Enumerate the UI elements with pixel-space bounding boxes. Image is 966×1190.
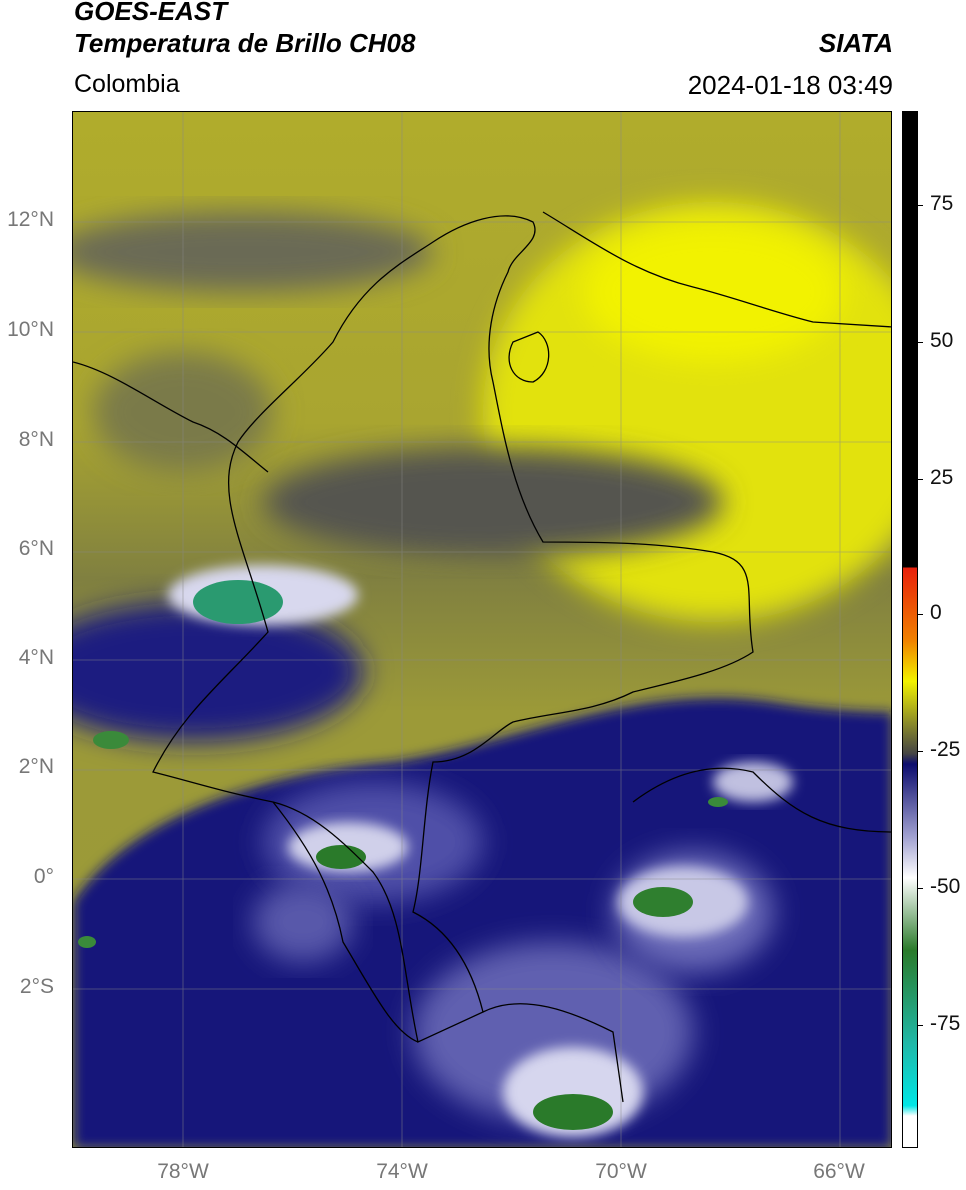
source-label: SIATA <box>818 28 893 58</box>
lon-label-66w: 66°W <box>813 1160 865 1183</box>
maracaibo-lake <box>508 331 550 383</box>
colombia-border <box>152 215 754 1043</box>
panama-coast <box>73 361 269 473</box>
title-line-1: GOES-EAST <box>74 0 228 26</box>
venezuela-brazil-border <box>632 767 891 833</box>
cold-core-1 <box>193 580 283 624</box>
cold-core-7 <box>708 797 728 807</box>
venezuela-coast <box>542 211 891 328</box>
cold-core-6 <box>78 936 96 948</box>
grey-band-north <box>73 212 433 292</box>
ecuador-peru-border <box>272 801 419 1043</box>
cold-core-5 <box>533 1094 613 1130</box>
colorbar-label: -25 <box>930 738 961 761</box>
lon-label-74w: 74°W <box>376 1160 428 1183</box>
colorbar-tick <box>917 614 923 615</box>
graticule <box>73 112 891 1147</box>
lat-label-2n: 2°N <box>18 755 54 778</box>
cold-core-2 <box>316 845 366 869</box>
cold-core-3 <box>93 731 129 749</box>
colorbar-tick <box>917 888 923 889</box>
title-line-2: Temperatura de Brillo CH08 <box>74 28 416 58</box>
lat-label-0: 0° <box>33 865 54 888</box>
colorbar-label: 25 <box>930 466 954 489</box>
colorbar-tick <box>917 205 923 206</box>
colorbar-label: -50 <box>930 875 961 898</box>
lat-label-6n: 6°N <box>18 537 54 560</box>
lat-label-2s: 2°S <box>19 975 54 998</box>
colorbar-label: -75 <box>930 1012 961 1035</box>
timestamp: 2024-01-18 03:49 <box>687 70 893 100</box>
colorbar-label: 75 <box>930 192 954 215</box>
lon-label-78w: 78°W <box>157 1160 209 1183</box>
colorbar-label: 0 <box>930 601 942 624</box>
colorbar-tick <box>917 751 923 752</box>
cold-core-4 <box>633 887 693 917</box>
country-borders <box>73 211 891 1103</box>
lat-label-10n: 10°N <box>7 318 54 341</box>
satellite-map[interactable] <box>72 111 892 1148</box>
lon-label-70w: 70°W <box>595 1160 647 1183</box>
region-label: Colombia <box>74 70 180 98</box>
cold-lavender-4 <box>253 882 353 962</box>
colorbar-tick <box>917 342 923 343</box>
map-svg <box>73 112 891 1147</box>
cold-band-west <box>73 602 363 742</box>
colorbar-tick <box>917 1025 923 1026</box>
lat-label-8n: 8°N <box>18 428 54 451</box>
cloud-white-5 <box>713 762 793 802</box>
lat-label-12n: 12°N <box>7 208 54 231</box>
colorbar-tick <box>917 479 923 480</box>
peru-brazil-border <box>482 1003 624 1103</box>
colorbar <box>902 111 918 1148</box>
colorbar-label: 50 <box>930 329 954 352</box>
lat-label-4n: 4°N <box>18 646 54 669</box>
dark-band-mid <box>263 447 723 557</box>
